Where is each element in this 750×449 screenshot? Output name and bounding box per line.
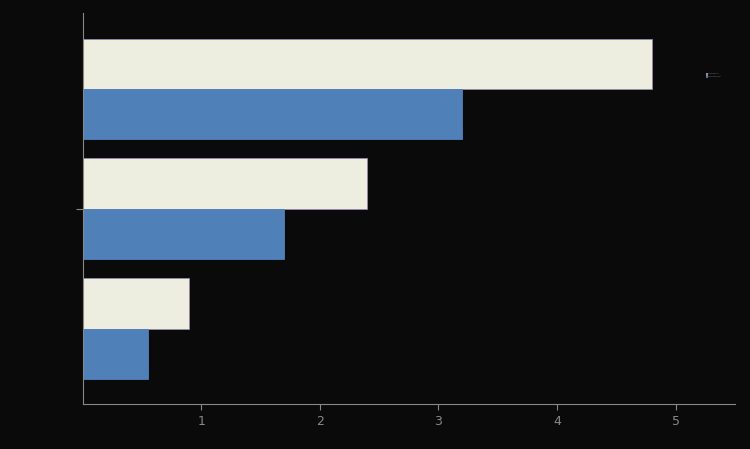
Bar bbox=[82, 278, 189, 329]
Bar bbox=[82, 329, 148, 379]
Legend: Mulig prisøkning, Ren kostnadseffekt: Mulig prisøkning, Ren kostnadseffekt bbox=[705, 73, 722, 78]
Bar bbox=[82, 158, 368, 209]
Bar bbox=[82, 39, 652, 89]
Bar bbox=[82, 89, 462, 139]
Bar bbox=[82, 209, 284, 259]
